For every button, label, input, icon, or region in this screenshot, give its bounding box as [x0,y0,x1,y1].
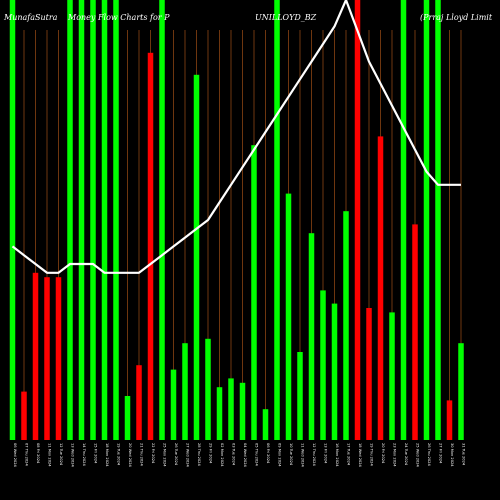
bar [9,0,16,440]
x-tick-label: 05 Thu 2024 [255,443,259,466]
x-tick-label: 06 Wed 2024 [13,443,17,468]
bar [193,74,200,441]
bar [216,387,223,440]
x-tick-label: 02 Mon 2024 [220,443,224,467]
x-tick-label: 03 Tue 2024 [232,443,236,466]
x-tick-label: 12 Thu 2024 [312,443,316,466]
bar [400,0,407,440]
bar [446,400,453,440]
bar [412,224,418,440]
bar [101,0,108,440]
x-tick-label: 29 Fri 2024 [209,443,213,464]
bar [32,272,39,440]
volume-bars [9,0,464,441]
bar [262,409,269,440]
bar [297,352,303,440]
x-tick-label: 27 Wed 2024 [186,443,190,468]
header-site: MunafaSutra [3,13,58,22]
x-tick-label: 17 Tue 2024 [347,443,351,466]
x-tick-label: 22 Fri 2024 [151,443,155,464]
x-tick-label: 23 Mon 2024 [393,443,397,467]
x-tick-label: 11 Mon 2024 [48,443,52,467]
x-tick-label: 24 Tue 2024 [404,443,408,466]
bar [331,303,338,440]
x-tick-label: 30 Mon 2024 [450,443,454,467]
x-tick-label: 04 Wed 2024 [243,443,247,468]
bar [458,343,464,440]
bar [435,0,441,440]
x-tick-labels: 06 Wed 2024 07 Thu 2024 08 Fri 2024 11 Mon … [13,443,466,468]
bar [182,343,188,440]
x-tick-label: 26 Tue 2024 [174,443,178,466]
x-tick-label: 26 Thu 2024 [427,443,431,466]
header-subtitle: Money Flow Charts for P [67,13,170,22]
bar [170,369,177,440]
bar [147,52,154,441]
x-tick-label: 20 Fri 2024 [381,443,385,464]
x-tick-label: 06 Fri 2024 [266,443,270,464]
bar [205,338,211,440]
x-tick-label: 08 Fri 2024 [36,443,40,464]
bar [423,0,430,440]
bar [389,312,395,440]
x-tick-label: 16 Mon 2024 [335,443,339,467]
x-tick-label: 14 Thu 2024 [82,443,86,466]
x-tick-label: 15 Fri 2024 [94,443,98,464]
x-tick-label: 25 Mon 2024 [163,443,167,467]
bar [67,0,73,440]
bar [320,290,326,440]
x-tick-label: 12 Tue 2024 [59,443,63,466]
x-tick-label: 18 Mon 2024 [105,443,109,467]
bar [113,0,119,440]
x-tick-label: 13 Wed 2024 [71,443,75,468]
bar [90,0,96,440]
x-tick-label: 09 Mon 2024 [278,443,282,467]
money-flow-line [11,0,461,274]
x-tick-label: 10 Tue 2024 [289,443,293,466]
bar [78,0,85,440]
x-tick-label: 19 Tue 2024 [117,443,121,466]
header-symbol: UNILLOYD_BZ [255,13,317,22]
bar [21,391,27,440]
bar [308,233,315,440]
x-tick-label: 27 Fri 2024 [439,443,443,464]
bar [343,211,349,440]
bar [377,136,384,440]
bar [55,277,62,440]
x-tick-label: 20 Wed 2024 [128,443,132,468]
bar [239,382,246,440]
header-company: (Prraj Lloyd Limit [420,13,493,22]
x-tick-label: 31 Tue 2024 [462,443,466,466]
x-tick-label: 28 Thu 2024 [197,443,201,466]
bar [136,365,142,440]
bar [366,308,372,440]
bar [124,396,131,440]
bar [251,145,257,440]
x-tick-label: 13 Fri 2024 [324,443,328,464]
bar [159,0,165,440]
x-tick-label: 21 Thu 2024 [140,443,144,466]
x-tick-label: 07 Thu 2024 [25,443,29,466]
bar [354,0,361,440]
bar [44,277,50,440]
bar [274,0,280,440]
x-tick-label: 11 Wed 2024 [301,443,305,468]
x-tick-label: 18 Wed 2024 [358,443,362,468]
x-tick-label: 25 Wed 2024 [416,443,420,468]
bar [285,193,292,440]
x-tick-label: 19 Thu 2024 [370,443,374,466]
bar [228,378,234,440]
